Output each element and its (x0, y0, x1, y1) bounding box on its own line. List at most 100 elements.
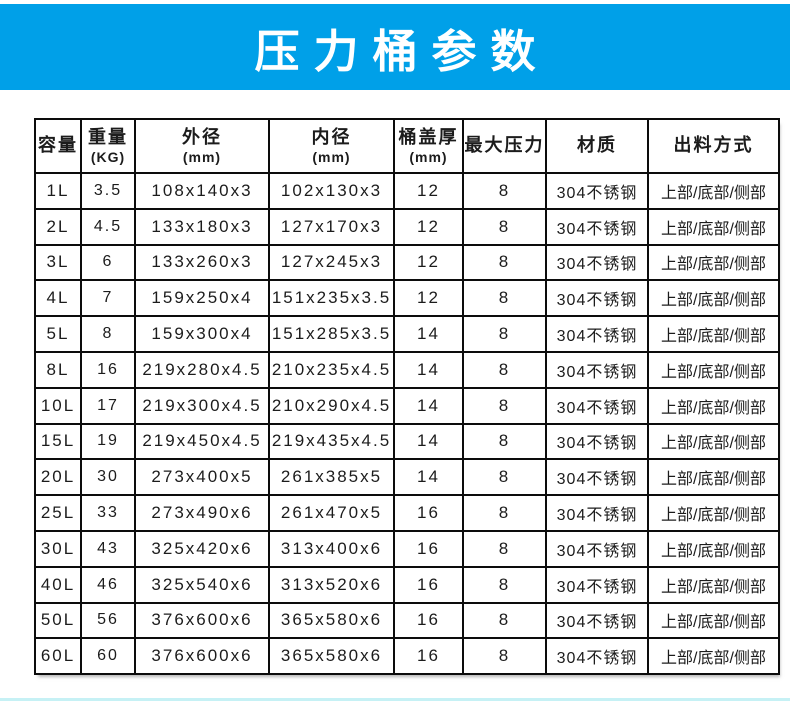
cell-inner-diameter: 102x130x3 (268, 172, 395, 210)
cell-discharge-method: 上部/底部/侧部 (647, 422, 780, 461)
column-unit: (mm) (312, 148, 351, 165)
cell-capacity: 50L (34, 601, 82, 640)
cell-material: 304不锈钢 (545, 494, 649, 532)
column-header-lid-thickness: 桶盖厚 (mm) (393, 118, 464, 174)
cell-outer-diameter: 273x490x6 (134, 494, 270, 532)
cell-weight: 6 (80, 243, 136, 282)
cell-capacity: 15L (34, 422, 82, 461)
cell-outer-diameter: 159x250x4 (134, 279, 270, 318)
cell-weight: 4.5 (80, 207, 136, 246)
cell-lid-thickness: 14 (393, 386, 464, 425)
cell-capacity: 5L (34, 315, 82, 353)
cell-max-pressure: 8 (462, 637, 547, 676)
cell-inner-diameter: 261x470x5 (268, 494, 395, 532)
cell-material: 304不锈钢 (545, 315, 649, 353)
column-label: 容量 (38, 135, 78, 156)
cell-outer-diameter: 325x420x6 (134, 529, 270, 568)
column-unit: (mm) (409, 148, 448, 165)
bottom-accent-line (0, 698, 790, 701)
column-label: 材质 (577, 135, 617, 156)
cell-max-pressure: 8 (462, 529, 547, 568)
table-row: 10L 17 219x300x4.5 210x290x4.5 14 8 304不锈钢 上部/底… (34, 386, 780, 425)
table-header: 容量 重量 (KG) 外径 (mm) 内径 (mm) 桶盖厚 (mm) 最大压力 材质 出料方式 (34, 118, 780, 174)
table-row: 20L 30 273x400x5 261x385x5 14 8 304不锈钢 上部/底部/侧部 (34, 458, 780, 497)
table-row: 50L 56 376x600x6 365x580x6 16 8 304不锈钢 上部/底部/侧部 (34, 601, 780, 640)
cell-outer-diameter: 376x600x6 (134, 637, 270, 676)
cell-outer-diameter: 325x540x6 (134, 565, 270, 604)
column-label: 内径 (311, 127, 352, 148)
cell-weight: 56 (80, 601, 136, 640)
cell-max-pressure: 8 (462, 243, 547, 282)
cell-capacity: 30L (34, 529, 82, 568)
cell-weight: 8 (80, 315, 136, 353)
page-title: 压力桶参数 (254, 25, 550, 77)
cell-lid-thickness: 14 (393, 350, 464, 389)
table-body: 1L 3.5 108x140x3 102x130x3 12 8 304不锈钢 上部/底部/侧部… (34, 172, 780, 676)
cell-max-pressure: 8 (462, 386, 547, 425)
cell-discharge-method: 上部/底部/侧部 (647, 494, 780, 532)
cell-capacity: 60L (34, 637, 82, 676)
cell-material: 304不锈钢 (545, 279, 649, 318)
table-row: 8L 16 219x280x4.5 210x235x4.5 14 8 304不锈钢 上部/底部… (34, 350, 780, 389)
column-label: 最大压力 (464, 135, 545, 156)
cell-capacity: 4L (34, 279, 82, 318)
cell-material: 304不锈钢 (545, 601, 649, 640)
cell-outer-diameter: 133x180x3 (134, 207, 270, 246)
cell-lid-thickness: 16 (393, 494, 464, 532)
cell-lid-thickness: 12 (393, 172, 464, 210)
cell-discharge-method: 上部/底部/侧部 (647, 529, 780, 568)
cell-inner-diameter: 365x580x6 (268, 601, 395, 640)
cell-discharge-method: 上部/底部/侧部 (647, 207, 780, 246)
cell-weight: 17 (80, 386, 136, 425)
cell-material: 304不锈钢 (545, 529, 649, 568)
cell-capacity: 8L (34, 350, 82, 389)
cell-material: 304不锈钢 (545, 207, 649, 246)
cell-inner-diameter: 127x170x3 (268, 207, 395, 246)
cell-weight: 19 (80, 422, 136, 461)
cell-discharge-method: 上部/底部/侧部 (647, 315, 780, 353)
table-row: 3L 6 133x260x3 127x245x3 12 8 304不锈钢 上部/底部/侧部 (34, 243, 780, 282)
cell-material: 304不锈钢 (545, 172, 649, 210)
cell-inner-diameter: 151x235x3.5 (268, 279, 395, 318)
cell-inner-diameter: 219x435x4.5 (268, 422, 395, 461)
column-label: 出料方式 (673, 135, 754, 156)
cell-max-pressure: 8 (462, 565, 547, 604)
cell-lid-thickness: 16 (393, 601, 464, 640)
cell-max-pressure: 8 (462, 279, 547, 318)
column-header-max-pressure: 最大压力 (462, 118, 547, 174)
cell-lid-thickness: 16 (393, 565, 464, 604)
cell-weight: 3.5 (80, 172, 136, 210)
cell-inner-diameter: 210x290x4.5 (268, 386, 395, 425)
cell-discharge-method: 上部/底部/侧部 (647, 637, 780, 676)
cell-capacity: 1L (34, 172, 82, 210)
cell-inner-diameter: 365x580x6 (268, 637, 395, 676)
cell-discharge-method: 上部/底部/侧部 (647, 243, 780, 282)
cell-outer-diameter: 219x450x4.5 (134, 422, 270, 461)
cell-discharge-method: 上部/底部/侧部 (647, 565, 780, 604)
banner: 压力桶参数 (0, 4, 790, 90)
column-unit: (KG) (90, 148, 126, 165)
cell-capacity: 2L (34, 207, 82, 246)
cell-capacity: 25L (34, 494, 82, 532)
column-label: 外径 (182, 127, 222, 148)
cell-max-pressure: 8 (462, 172, 547, 210)
cell-lid-thickness: 16 (393, 637, 464, 676)
cell-outer-diameter: 273x400x5 (134, 458, 270, 497)
column-header-discharge-method: 出料方式 (647, 118, 780, 174)
table-row: 25L 33 273x490x6 261x470x5 16 8 304不锈钢 上部/底部/侧部 (34, 494, 780, 532)
column-label: 重量 (88, 127, 128, 148)
cell-weight: 30 (80, 458, 136, 497)
cell-capacity: 40L (34, 565, 82, 604)
cell-inner-diameter: 127x245x3 (268, 243, 395, 282)
cell-discharge-method: 上部/底部/侧部 (647, 350, 780, 389)
table-row: 60L 60 376x600x6 365x580x6 16 8 304不锈钢 上部/底部/侧部 (34, 637, 780, 676)
column-label: 桶盖厚 (398, 127, 459, 148)
cell-lid-thickness: 12 (393, 279, 464, 318)
cell-max-pressure: 8 (462, 207, 547, 246)
cell-weight: 43 (80, 529, 136, 568)
cell-material: 304不锈钢 (545, 243, 649, 282)
cell-outer-diameter: 219x280x4.5 (134, 350, 270, 389)
cell-outer-diameter: 133x260x3 (134, 243, 270, 282)
cell-lid-thickness: 12 (393, 207, 464, 246)
cell-discharge-method: 上部/底部/侧部 (647, 172, 780, 210)
